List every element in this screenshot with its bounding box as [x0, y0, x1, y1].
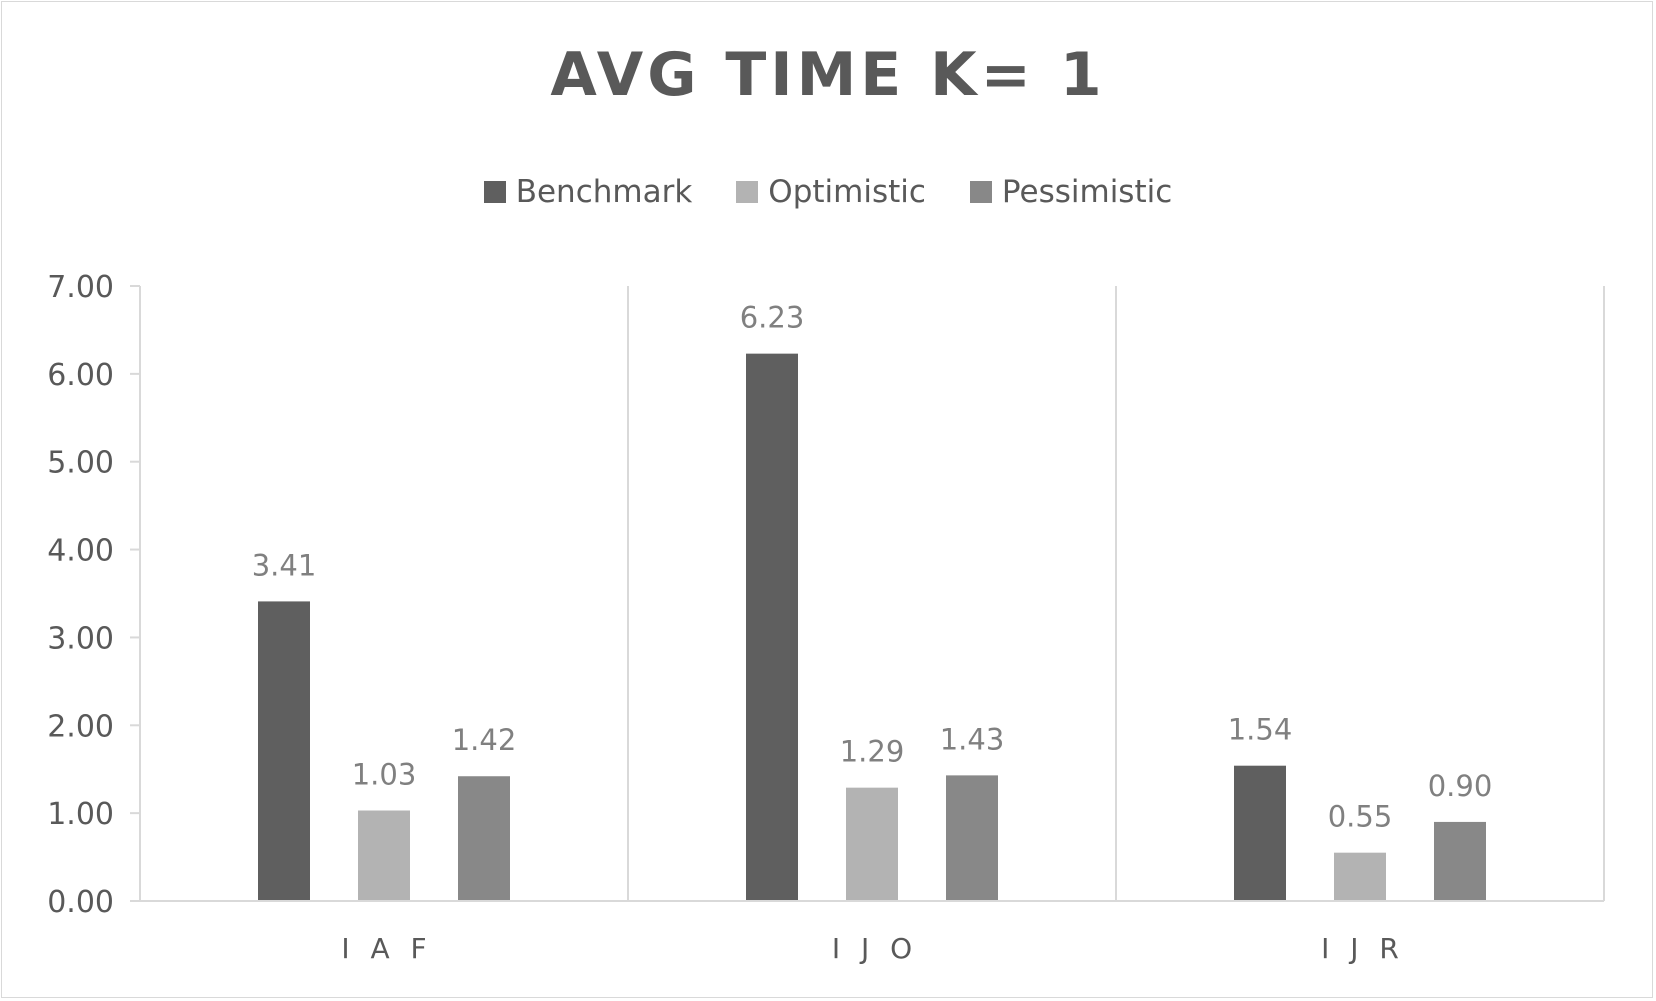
x-category-label: I J O: [832, 932, 918, 965]
data-label: 1.54: [1228, 713, 1293, 747]
data-label: 1.43: [940, 722, 1005, 756]
x-category-label: I J R: [1321, 932, 1405, 965]
y-tick-label: 6.00: [47, 358, 114, 393]
bar-pessimistic-ijr: [1434, 821, 1486, 901]
legend-swatch-benchmark: [483, 181, 506, 203]
y-tick-label: 4.00: [47, 534, 114, 569]
legend-label-benchmark: Benchmark: [515, 174, 693, 210]
data-label: 6.23: [740, 301, 805, 335]
bar-pessimistic-iaf: [458, 776, 510, 901]
bar-benchmark-ijr: [1234, 765, 1286, 901]
bar-benchmark-ijo: [746, 353, 798, 901]
bar-optimistic-iaf: [358, 810, 410, 901]
y-tick-label: 2.00: [47, 709, 114, 744]
bar-pessimistic-ijo: [946, 775, 998, 901]
legend-item-benchmark: Benchmark: [483, 174, 693, 210]
legend-item-optimistic: Optimistic: [736, 174, 926, 210]
legend-item-pessimistic: Pessimistic: [969, 174, 1173, 210]
x-category-label: I A F: [341, 932, 432, 965]
y-tick-label: 7.00: [47, 270, 114, 305]
y-tick-label: 0.00: [47, 885, 114, 920]
y-tick-label: 5.00: [47, 446, 114, 481]
legend-label-optimistic: Optimistic: [768, 174, 926, 210]
data-label: 1.42: [452, 723, 517, 757]
legend-swatch-optimistic: [736, 181, 759, 203]
data-label: 0.55: [1328, 800, 1393, 834]
data-label: 0.90: [1428, 769, 1493, 803]
data-label: 1.03: [352, 758, 417, 792]
legend: Benchmark Optimistic Pessimistic: [0, 174, 1656, 210]
bar-benchmark-iaf: [258, 601, 310, 901]
legend-label-pessimistic: Pessimistic: [1001, 174, 1173, 210]
bar-optimistic-ijo: [846, 787, 898, 901]
legend-swatch-pessimistic: [969, 181, 992, 203]
bar-optimistic-ijr: [1334, 852, 1386, 901]
chart-title: AVG TIME K= 1: [550, 40, 1106, 110]
y-tick-label: 3.00: [47, 621, 114, 656]
data-label: 3.41: [252, 548, 317, 582]
y-tick-label: 1.00: [47, 797, 114, 832]
data-label: 1.29: [840, 735, 905, 769]
